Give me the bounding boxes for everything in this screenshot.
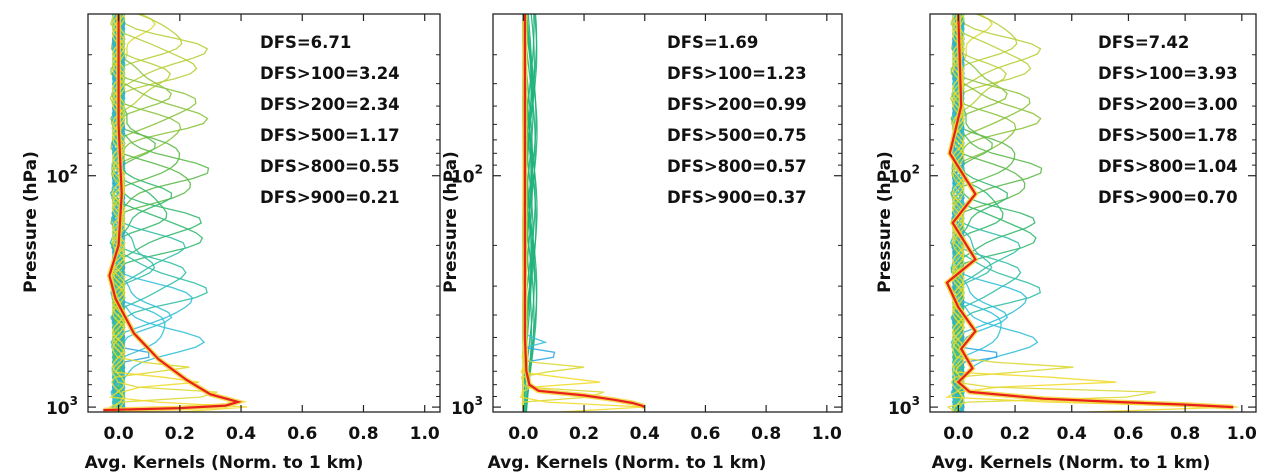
- highlight-line: [103, 14, 242, 412]
- x-tick-label: 0.6: [690, 424, 720, 444]
- dfs-annotation: DFS>100=1.23: [667, 64, 807, 83]
- highlight-line: [945, 14, 1234, 409]
- x-axis-label: Avg. Kernels (Norm. to 1 km): [85, 453, 364, 473]
- x-tick-label: 0.0: [508, 424, 538, 444]
- x-axis-label: Avg. Kernels (Norm. to 1 km): [488, 453, 767, 473]
- kernel-curves: [108, 14, 248, 412]
- x-tick-label: 1.0: [1227, 424, 1257, 444]
- plot-frame: [929, 13, 1257, 413]
- y-tick-label: 103: [46, 394, 78, 419]
- y-tick-label: 103: [888, 394, 920, 419]
- dfs-annotation: DFS>900=0.70: [1098, 188, 1238, 207]
- dfs-annotation: DFS>500=1.78: [1098, 126, 1238, 145]
- y-tick-label: 102: [46, 163, 78, 188]
- highlight-glow: [522, 14, 646, 410]
- kernel-line: [110, 14, 206, 412]
- dfs-annotation: DFS=6.71: [260, 33, 351, 52]
- dfs-annotation: DFS>800=0.57: [667, 157, 807, 176]
- dfs-annotation: DFS>200=2.34: [260, 95, 400, 114]
- kernel-line: [110, 14, 210, 412]
- x-axis-label: Avg. Kernels (Norm. to 1 km): [932, 453, 1211, 473]
- chart-panel-3: 0.0 0.2 0.4 0.6 0.8 1.0 102 103 Avg. Kernels (No…: [875, 13, 1257, 473]
- kernel-curves: [519, 14, 645, 412]
- kernel-line: [952, 14, 998, 412]
- x-tick-label: 0.6: [287, 424, 317, 444]
- plot-area: [519, 14, 646, 412]
- x-tick-label: 0.2: [569, 424, 599, 444]
- x-tick-label: 0.8: [751, 424, 781, 444]
- y-tick-label: 102: [888, 163, 920, 188]
- plot-frame: [492, 13, 843, 413]
- dfs-annotation: DFS>100=3.93: [1098, 64, 1238, 83]
- y-axis-label: Pressure (hPa): [441, 151, 461, 293]
- x-tick-label: 0.0: [943, 424, 973, 444]
- dfs-annotation: DFS=1.69: [667, 33, 758, 52]
- dfs-annotation: DFS>200=3.00: [1098, 95, 1238, 114]
- dfs-annotation: DFS>500=1.17: [260, 126, 400, 145]
- dfs-annotation: DFS>500=0.75: [667, 126, 807, 145]
- x-tick-label: 0.2: [1000, 424, 1030, 444]
- y-axis-label: Pressure (hPa): [21, 151, 41, 293]
- plot-area: [943, 14, 1239, 412]
- x-tick-label: 0.4: [630, 424, 660, 444]
- y-axis-label: Pressure (hPa): [875, 151, 895, 293]
- x-tick-label: 0.8: [348, 424, 378, 444]
- x-tick-label: 0.8: [1170, 424, 1200, 444]
- y-tick-label: 102: [451, 163, 483, 188]
- dfs-annotation: DFS>800=1.04: [1098, 157, 1238, 176]
- dfs-annotation: DFS>900=0.37: [667, 188, 807, 207]
- dfs-annotation: DFS>200=0.99: [667, 95, 807, 114]
- dfs-annotation: DFS>800=0.55: [260, 157, 400, 176]
- kernel-line: [519, 14, 645, 412]
- plot-area: [103, 14, 248, 412]
- highlight-line: [523, 14, 646, 409]
- x-tick-label: 0.4: [1057, 424, 1087, 444]
- kernel-line: [110, 14, 209, 412]
- chart-panel-2: 0.0 0.2 0.4 0.6 0.8 1.0 102 103 Avg. Kernels (No…: [441, 13, 843, 473]
- plot-frame: [87, 13, 441, 413]
- y-tick-label: 103: [451, 394, 483, 419]
- x-tick-label: 0.2: [165, 424, 195, 444]
- kernel-line: [111, 14, 150, 412]
- x-tick-label: 0.6: [1113, 424, 1143, 444]
- kernel-line: [109, 14, 218, 412]
- x-tick-label: 1.0: [410, 424, 440, 444]
- x-tick-label: 0.4: [226, 424, 256, 444]
- dfs-annotation: DFS=7.42: [1098, 33, 1189, 52]
- x-tick-label: 1.0: [812, 424, 842, 444]
- dfs-annotation: DFS>100=3.24: [260, 64, 400, 83]
- kernel-line: [950, 14, 1039, 412]
- chart-panel-1: 0.0 0.2 0.4 0.6 0.8 1.0 102 103 Avg. Kernels (No…: [21, 13, 441, 473]
- x-tick-label: 0.0: [104, 424, 134, 444]
- dfs-annotation: DFS>900=0.21: [260, 188, 400, 207]
